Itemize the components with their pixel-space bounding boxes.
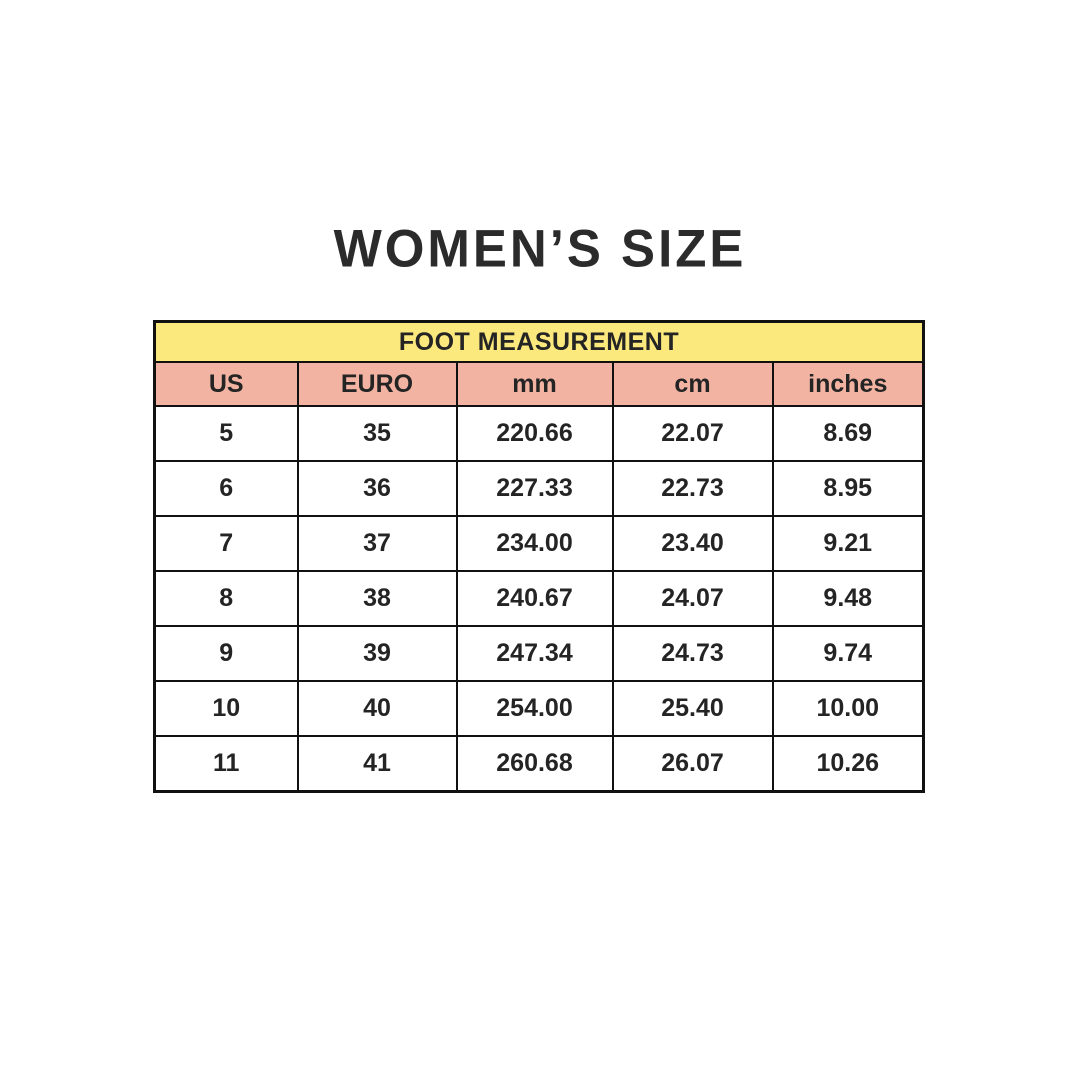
cell-us: 6 (153, 460, 299, 517)
cell-mm: 227.33 (455, 460, 614, 517)
cell-mm: 260.68 (455, 735, 614, 793)
cell-cm: 24.07 (611, 570, 774, 627)
page-title: WOMEN’S SIZE (333, 218, 747, 279)
col-header-inches: inches (771, 361, 925, 407)
cell-mm: 247.34 (455, 625, 614, 682)
cell-inches: 10.26 (771, 735, 925, 793)
cell-euro: 41 (296, 735, 458, 793)
col-header-euro: EURO (296, 361, 458, 407)
table-row: 9 39 247.34 24.73 9.74 (153, 625, 925, 682)
cell-mm: 234.00 (455, 515, 614, 572)
cell-us: 9 (153, 625, 299, 682)
cell-cm: 24.73 (611, 625, 774, 682)
cell-inches: 9.48 (771, 570, 925, 627)
table-row: 5 35 220.66 22.07 8.69 (153, 405, 925, 462)
table-row: 6 36 227.33 22.73 8.95 (153, 460, 925, 517)
cell-mm: 254.00 (455, 680, 614, 737)
cell-cm: 26.07 (611, 735, 774, 793)
cell-inches: 8.69 (771, 405, 925, 462)
col-header-cm: cm (611, 361, 774, 407)
foot-measurement-header: FOOT MEASUREMENT (153, 320, 925, 363)
cell-us: 11 (153, 735, 299, 793)
table-row: 7 37 234.00 23.40 9.21 (153, 515, 925, 572)
table-row: 10 40 254.00 25.40 10.00 (153, 680, 925, 737)
group-header-row: FOOT MEASUREMENT (153, 320, 925, 363)
cell-euro: 38 (296, 570, 458, 627)
cell-euro: 39 (296, 625, 458, 682)
col-header-mm: mm (455, 361, 614, 407)
cell-cm: 23.40 (611, 515, 774, 572)
table-row: 11 41 260.68 26.07 10.26 (153, 735, 925, 793)
cell-inches: 10.00 (771, 680, 925, 737)
column-header-row: US EURO mm cm inches (153, 361, 925, 407)
cell-inches: 9.21 (771, 515, 925, 572)
size-table: FOOT MEASUREMENT US EURO mm cm inches 5 … (153, 320, 926, 793)
cell-euro: 35 (296, 405, 458, 462)
cell-euro: 36 (296, 460, 458, 517)
cell-cm: 22.07 (611, 405, 774, 462)
cell-cm: 25.40 (611, 680, 774, 737)
table-row: 8 38 240.67 24.07 9.48 (153, 570, 925, 627)
cell-euro: 40 (296, 680, 458, 737)
cell-mm: 240.67 (455, 570, 614, 627)
cell-inches: 9.74 (771, 625, 925, 682)
cell-us: 10 (153, 680, 299, 737)
cell-inches: 8.95 (771, 460, 925, 517)
cell-us: 7 (153, 515, 299, 572)
cell-us: 5 (153, 405, 299, 462)
cell-euro: 37 (296, 515, 458, 572)
cell-cm: 22.73 (611, 460, 774, 517)
col-header-us: US (153, 361, 299, 407)
cell-us: 8 (153, 570, 299, 627)
cell-mm: 220.66 (455, 405, 614, 462)
